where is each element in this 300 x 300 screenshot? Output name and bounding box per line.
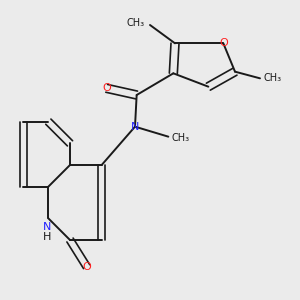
Text: N: N bbox=[131, 122, 139, 132]
Text: CH₃: CH₃ bbox=[263, 73, 281, 83]
Text: CH₃: CH₃ bbox=[127, 18, 145, 28]
Text: H: H bbox=[43, 232, 51, 242]
Text: O: O bbox=[102, 83, 111, 93]
Text: O: O bbox=[219, 38, 228, 48]
Text: N: N bbox=[43, 222, 51, 232]
Text: CH₃: CH₃ bbox=[172, 133, 190, 143]
Text: O: O bbox=[82, 262, 91, 272]
